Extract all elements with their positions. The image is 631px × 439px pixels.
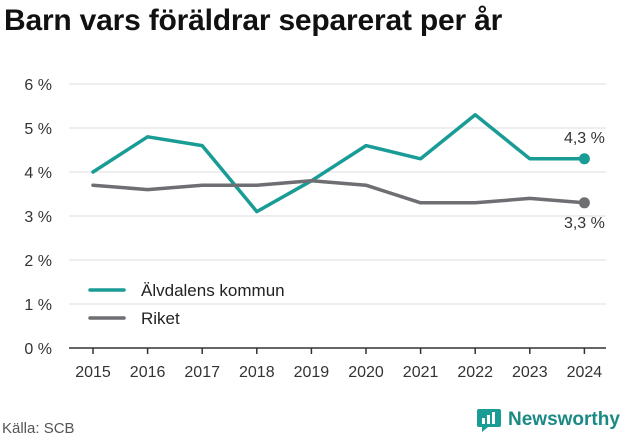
brand-logo[interactable]: Newsworthy — [476, 407, 620, 433]
x-tick-label: 2023 — [512, 364, 548, 381]
legend-label: Älvdalens kommun — [141, 281, 285, 300]
source-label: Källa: SCB — [2, 420, 75, 437]
y-tick-label: 3 % — [24, 209, 52, 226]
x-tick-label: 2019 — [294, 364, 330, 381]
x-tick-label: 2016 — [130, 364, 166, 381]
x-tick-label: 2024 — [567, 364, 603, 381]
legend-label: Riket — [141, 309, 180, 328]
y-tick-label: 6 % — [24, 77, 52, 94]
x-tick-label: 2018 — [239, 364, 275, 381]
newsworthy-logo-icon — [477, 409, 501, 432]
x-tick-label: 2021 — [403, 364, 439, 381]
series-end-marker-0 — [578, 153, 590, 165]
x-tick-label: 2020 — [348, 364, 384, 381]
brand-name: Newsworthy — [508, 409, 620, 430]
end-value-label: 4,3 % — [564, 130, 605, 147]
chart-title: Barn vars föräldrar separerat per år — [4, 4, 503, 37]
series-line-0 — [91, 113, 587, 214]
end-value-label: 3,3 % — [564, 215, 605, 232]
x-tick-label: 2017 — [184, 364, 220, 381]
series-end-marker-1 — [578, 197, 590, 209]
x-tick-label: 2015 — [75, 364, 111, 381]
y-tick-label: 1 % — [24, 297, 52, 314]
x-tick-label: 2022 — [457, 364, 493, 381]
y-tick-label: 5 % — [24, 121, 52, 138]
y-tick-label: 2 % — [24, 253, 52, 270]
y-tick-label: 0 % — [24, 341, 52, 358]
y-tick-label: 4 % — [24, 165, 52, 182]
series-line-1 — [91, 179, 587, 205]
